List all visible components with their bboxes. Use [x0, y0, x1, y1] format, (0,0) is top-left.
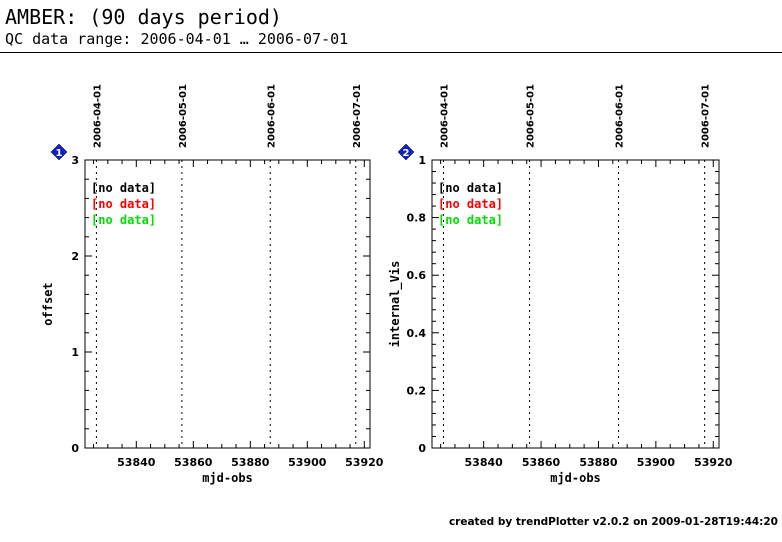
- date-marker-label: 2006-07-01: [701, 84, 712, 148]
- date-marker-label: 2006-05-01: [526, 84, 537, 148]
- y-tick-label: 1: [418, 154, 426, 167]
- date-marker-label: 2006-04-01: [439, 84, 450, 148]
- x-axis-label: mjd-obs: [550, 471, 601, 485]
- x-tick-label: 53900: [637, 456, 676, 469]
- chart-panel-1: 53840 53860 53880 53900 53920 0 1 2 3 2006-04-01 2…: [41, 84, 384, 485]
- x-tick-label: 53860: [174, 456, 213, 469]
- date-marker-label: 2006-05-01: [178, 84, 189, 148]
- x-tick-label: 53840: [465, 456, 504, 469]
- date-marker-label: 2006-04-01: [92, 84, 103, 148]
- legend-entry: [no data]: [91, 213, 156, 227]
- date-marker-label: 2006-06-01: [266, 84, 277, 148]
- x-tick-label: 53860: [522, 456, 561, 469]
- page-title: AMBER: (90 days period): [5, 5, 282, 29]
- y-axis-label: offset: [41, 282, 55, 325]
- legend-entry: [no data]: [91, 181, 156, 195]
- plot-frame: [431, 159, 720, 449]
- y-tick-label: 0.8: [407, 212, 427, 225]
- x-tick-label: 53880: [231, 456, 270, 469]
- legend-entry: [no data]: [438, 181, 503, 195]
- y-tick-label: 0: [418, 442, 426, 455]
- x-tick-label: 53900: [288, 456, 327, 469]
- y-tick-label: 0: [71, 442, 79, 455]
- x-tick-label: 53920: [694, 456, 733, 469]
- x-tick-label: 53880: [579, 456, 618, 469]
- legend-entry: [no data]: [438, 213, 503, 227]
- x-tick-label: 53920: [345, 456, 384, 469]
- y-tick-label: 3: [71, 154, 79, 167]
- y-tick-label: 2: [71, 250, 79, 263]
- page-subtitle: QC data range: 2006-04-01 … 2006-07-01: [5, 30, 349, 48]
- y-tick-label: 0.2: [407, 384, 427, 397]
- panel-badge-number: 2: [403, 148, 410, 159]
- panel-badge-icon: [50, 143, 68, 161]
- y-axis-label: internal_Vis: [388, 261, 403, 348]
- x-tick-label: 53840: [117, 456, 156, 469]
- legend-entry: [no data]: [91, 197, 156, 211]
- panel-badge-number: 1: [56, 148, 63, 159]
- date-marker-label: 2006-06-01: [615, 84, 626, 148]
- header-divider: [0, 52, 782, 53]
- plot-frame: [84, 159, 371, 449]
- legend-entry: [no data]: [438, 197, 503, 211]
- x-axis-label: mjd-obs: [202, 471, 253, 485]
- panel-badge-icon: [397, 143, 415, 161]
- y-tick-label: 1: [71, 346, 79, 359]
- chart-panel-2: 53840 53860 53880 53900 5392000.20.40.60.812…: [388, 84, 733, 485]
- y-tick-label: 0.4: [407, 327, 427, 340]
- footer-credit: created by trendPlotter v2.0.2 on 2009-0…: [448, 516, 778, 528]
- date-marker-label: 2006-07-01: [352, 84, 363, 148]
- y-tick-label: 0.6: [407, 269, 427, 282]
